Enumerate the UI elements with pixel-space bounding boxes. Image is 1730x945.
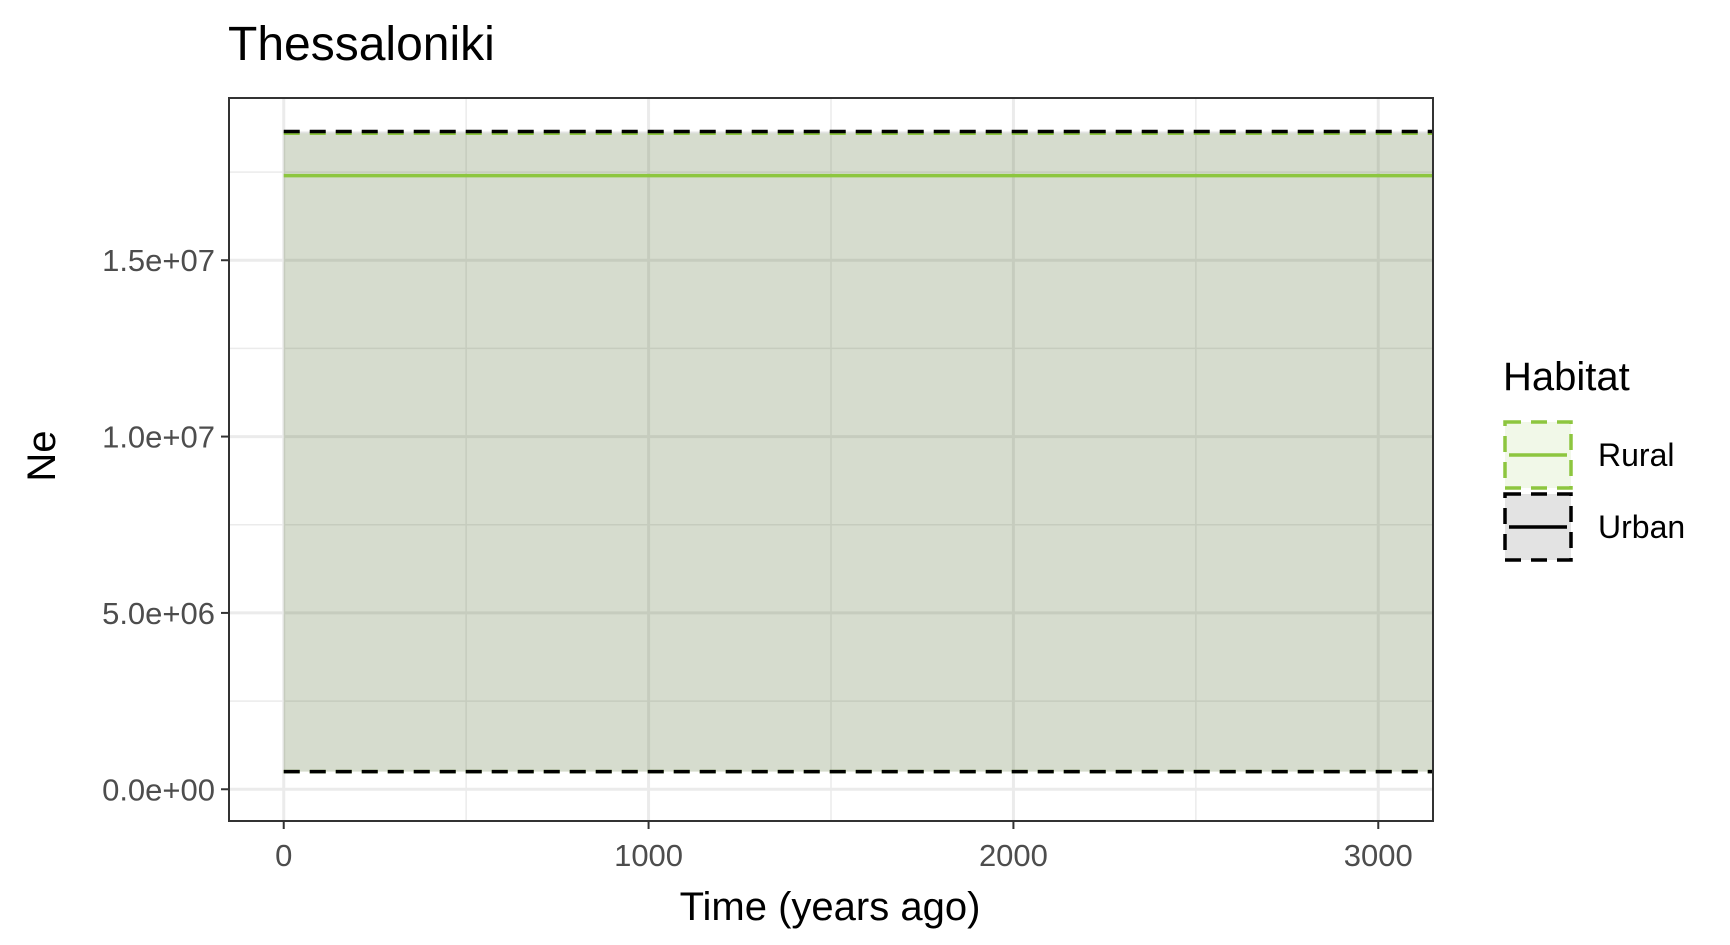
series-lines [283,129,1433,774]
y-tick-label: 1.0e+07 [102,420,215,455]
ribbon-urban [283,131,1433,772]
x-axis-title: Time (years ago) [680,885,981,929]
y-tick-label: 0.0e+00 [102,772,215,807]
legend-key-rural [1503,420,1573,490]
ribbons [283,131,1433,772]
y-tick-label: 1.5e+07 [102,243,215,278]
x-tick-label: 1000 [614,838,683,873]
panel-frame [228,97,1434,822]
legend-title: Habitat [1503,355,1630,399]
legend-key-urban [1503,492,1573,562]
panel-border [228,97,1434,822]
y-axis: 0.0e+00 5.0e+06 1.0e+07 1.5e+07 [102,243,229,807]
legend-label-urban: Urban [1598,509,1685,545]
grid-lines [229,98,1433,821]
legend-label-rural: Rural [1598,437,1674,473]
ribbon-rural [283,133,1433,772]
y-axis-title: Ne [20,430,64,481]
x-tick-label: 3000 [1344,838,1413,873]
x-tick-label: 2000 [979,838,1048,873]
chart-title: Thessaloniki [228,18,495,71]
y-tick-label: 5.0e+06 [102,596,215,631]
legend: Habitat Rural Urban [1503,355,1685,562]
x-tick-label: 0 [275,838,292,873]
x-axis: 0 1000 2000 3000 [275,821,1413,873]
